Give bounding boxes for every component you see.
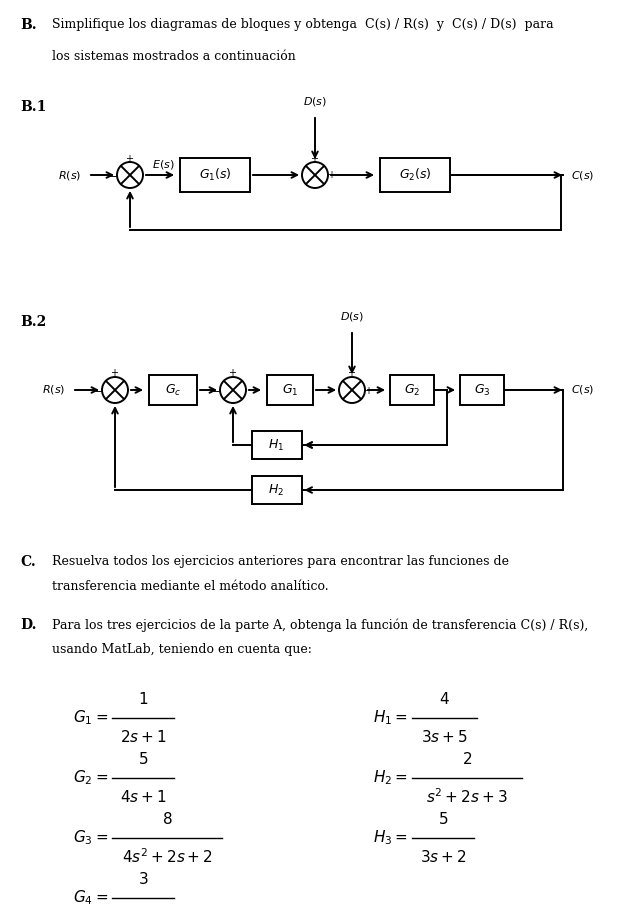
Text: Para los tres ejercicios de la parte A, obtenga la función de transferencia C(s): Para los tres ejercicios de la parte A, … — [52, 618, 589, 632]
Text: $H_2 =$: $H_2 =$ — [373, 769, 408, 787]
Text: $E(s)$: $E(s)$ — [152, 158, 174, 171]
Text: $R(s)$: $R(s)$ — [42, 384, 65, 396]
Text: $3$: $3$ — [138, 871, 148, 887]
Text: $5$: $5$ — [438, 811, 448, 827]
Text: $4s+1$: $4s+1$ — [119, 789, 166, 805]
Text: usando MatLab, teniendo en cuenta que:: usando MatLab, teniendo en cuenta que: — [52, 643, 312, 656]
Text: $1$: $1$ — [138, 691, 148, 707]
Text: $G_2(s)$: $G_2(s)$ — [399, 167, 431, 183]
Text: $-$: $-$ — [93, 385, 103, 395]
Text: $G_3 =$: $G_3 =$ — [73, 829, 108, 847]
Text: $D(s)$: $D(s)$ — [340, 310, 364, 323]
Text: B.: B. — [20, 18, 36, 32]
Text: $4$: $4$ — [439, 691, 450, 707]
Text: $+$: $+$ — [327, 169, 337, 181]
Text: $G_3$: $G_3$ — [473, 383, 490, 397]
Text: $-$: $-$ — [211, 385, 221, 395]
Text: Simplifique los diagramas de bloques y obtenga  C(s) / R(s)  y  C(s) / D(s)  par: Simplifique los diagramas de bloques y o… — [52, 18, 553, 31]
FancyBboxPatch shape — [460, 375, 504, 405]
Text: B.1: B.1 — [20, 100, 47, 114]
FancyBboxPatch shape — [390, 375, 434, 405]
Text: $s^2+2s+3$: $s^2+2s+3$ — [426, 788, 508, 806]
Text: Resuelva todos los ejercicios anteriores para encontrar las funciones de: Resuelva todos los ejercicios anteriores… — [52, 555, 509, 568]
Text: $R(s)$: $R(s)$ — [58, 168, 81, 182]
Text: $G_1 =$: $G_1 =$ — [73, 709, 108, 727]
Text: $+$: $+$ — [348, 367, 357, 378]
Text: $2s+1$: $2s+1$ — [119, 729, 166, 745]
Text: $G_2 =$: $G_2 =$ — [73, 769, 108, 787]
Text: $H_1$: $H_1$ — [268, 437, 284, 453]
Text: $H_2$: $H_2$ — [268, 483, 284, 497]
Text: $H_1 =$: $H_1 =$ — [373, 709, 408, 727]
Text: $+$: $+$ — [125, 153, 135, 164]
Text: $3s+5$: $3s+5$ — [421, 729, 468, 745]
FancyBboxPatch shape — [380, 158, 450, 192]
FancyBboxPatch shape — [149, 375, 197, 405]
Text: los sistemas mostrados a continuación: los sistemas mostrados a continuación — [52, 50, 296, 63]
Text: $G_1$: $G_1$ — [282, 383, 298, 397]
FancyBboxPatch shape — [180, 158, 250, 192]
Text: $+$: $+$ — [311, 153, 320, 164]
Text: $+$: $+$ — [364, 385, 374, 395]
Text: $D(s)$: $D(s)$ — [303, 95, 327, 108]
Text: B.2: B.2 — [20, 315, 46, 329]
Text: $G_c$: $G_c$ — [165, 383, 181, 397]
Text: $+$: $+$ — [229, 367, 238, 378]
Text: C.: C. — [20, 555, 36, 569]
FancyBboxPatch shape — [252, 431, 302, 459]
Text: $-$: $-$ — [108, 170, 118, 180]
Text: $2$: $2$ — [462, 751, 472, 767]
FancyBboxPatch shape — [267, 375, 313, 405]
Text: $H_3 =$: $H_3 =$ — [373, 829, 408, 847]
Text: $3s+2$: $3s+2$ — [420, 849, 466, 865]
Text: D.: D. — [20, 618, 36, 632]
Text: $G_1(s)$: $G_1(s)$ — [199, 167, 231, 183]
Text: $G_2$: $G_2$ — [404, 383, 420, 397]
FancyBboxPatch shape — [252, 476, 302, 504]
Text: $C(s)$: $C(s)$ — [571, 168, 594, 182]
Text: $4s^2+2s+2$: $4s^2+2s+2$ — [121, 848, 212, 866]
Text: transferencia mediante el método analítico.: transferencia mediante el método analíti… — [52, 580, 328, 593]
Text: $8$: $8$ — [162, 811, 173, 827]
Text: $+$: $+$ — [111, 367, 119, 378]
Text: $C(s)$: $C(s)$ — [571, 384, 594, 396]
Text: $5$: $5$ — [138, 751, 148, 767]
Text: $G_4 =$: $G_4 =$ — [73, 889, 108, 907]
